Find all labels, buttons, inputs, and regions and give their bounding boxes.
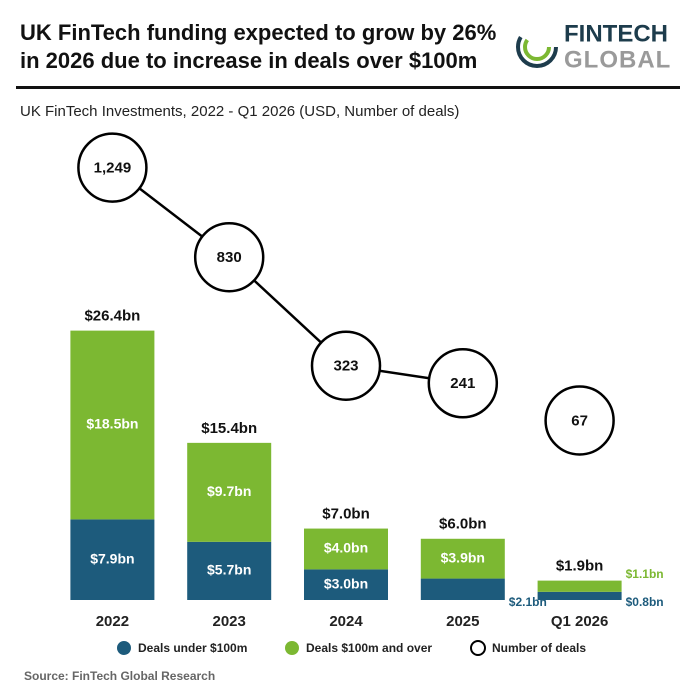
bar-segment (187, 541, 272, 600)
deals-marker (310, 330, 382, 401)
bar-segment (304, 569, 388, 600)
value-label: $7.9bn (90, 550, 134, 566)
bar-segment (187, 442, 272, 542)
title-line: UK FinTech funding expected to grow by 2… (20, 20, 496, 45)
value-label: $3.9bn (441, 549, 485, 565)
deals-label: 323 (333, 358, 358, 375)
legend-label: Deals $100m and over (306, 641, 432, 655)
total-label: $1.9bn (556, 558, 604, 575)
legend-label: Deals under $100m (138, 641, 247, 655)
deals-label: 241 (450, 375, 475, 392)
x-tick-label: 2023 (213, 613, 246, 630)
x-tick-label: 2022 (96, 613, 129, 630)
logo-ring (523, 33, 551, 61)
bar-segment (420, 578, 505, 600)
deals-marker (193, 222, 265, 293)
value-label: $0.8bn (626, 595, 664, 609)
legend-swatch (470, 640, 486, 656)
total-label: $26.4bn (84, 308, 140, 325)
logo-ring (516, 26, 558, 68)
logo-text: FINTECH (564, 20, 668, 47)
x-tick-label: 2025 (446, 613, 479, 630)
value-label: $3.0bn (324, 575, 368, 591)
value-label: $2.1bn (509, 595, 547, 609)
logo: FINTECH GLOBAL (516, 20, 671, 73)
title-line: in 2026 due to increase in deals over $1… (20, 48, 477, 73)
bar-segment (420, 538, 505, 579)
bar-segment (70, 519, 155, 600)
x-tick-label: Q1 2026 (551, 613, 609, 630)
value-label: $4.0bn (324, 540, 368, 556)
deals-label: 1,249 (94, 160, 132, 177)
deals-label: 830 (217, 249, 242, 266)
bar-segment (70, 330, 155, 520)
bar-segment (537, 591, 622, 600)
bar-segment (304, 528, 388, 570)
divider (16, 86, 680, 89)
total-label: $6.0bn (439, 516, 487, 533)
total-label: $15.4bn (201, 420, 257, 437)
deals-marker (77, 132, 148, 203)
value-label: $1.1bn (626, 567, 664, 581)
bar-segment (537, 580, 622, 592)
value-label: $9.7bn (207, 483, 251, 499)
logo-text: GLOBAL (564, 46, 671, 73)
source: Source: FinTech Global Research (24, 669, 215, 683)
legend-swatch (117, 641, 131, 655)
total-label: $7.0bn (322, 506, 370, 523)
deals-label: 67 (571, 412, 588, 429)
deals-line (111, 166, 463, 385)
subtitle: UK FinTech Investments, 2022 - Q1 2026 (… (20, 103, 459, 120)
x-tick-label: 2024 (329, 613, 363, 630)
legend-label: Number of deals (492, 641, 586, 655)
value-label: $18.5bn (86, 416, 138, 432)
deals-marker (544, 385, 615, 456)
value-label: $5.7bn (207, 562, 251, 578)
deals-marker (427, 348, 499, 419)
legend-swatch (285, 641, 299, 655)
